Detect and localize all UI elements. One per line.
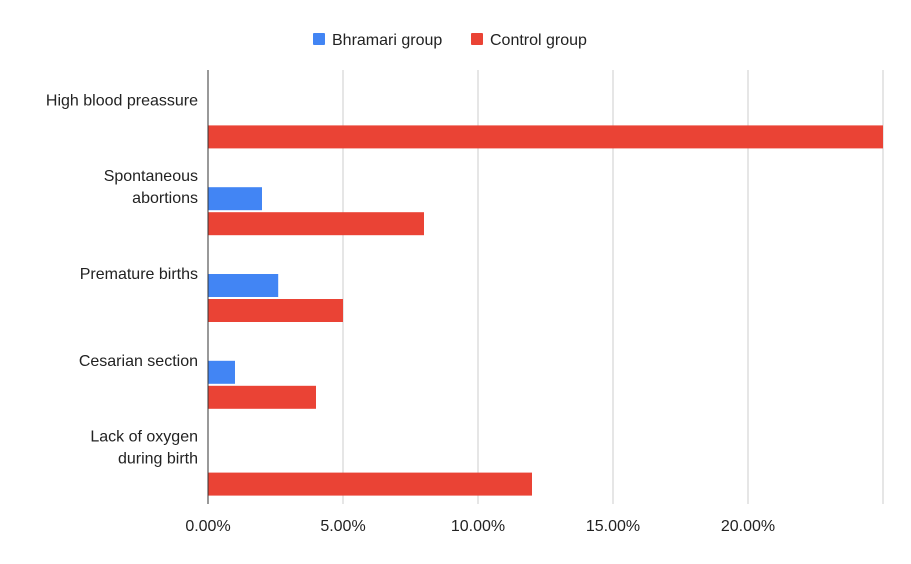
bar-control-3 [208,385,316,409]
category-label-0: High blood preassure [46,92,198,109]
tick-labels: 0.00% 5.00% 10.00% 15.00% 20.00% [185,518,775,535]
bar-bhramari-1 [208,187,262,211]
category-labels: High blood preassure Spontaneous abortions… [46,92,198,467]
category-label-3: Cesarian section [79,353,198,370]
category-label-2: Premature births [80,266,198,283]
x-tick-label-4: 20.00% [721,518,775,535]
category-label-4-line1: during birth [118,451,198,468]
x-tick-label-0: 0.00% [185,518,230,535]
category-label-1-line1: abortions [132,190,198,207]
bar-control-4 [208,472,532,496]
category-label-1-line0: Spontaneous [104,168,198,185]
x-tick-label-2: 10.00% [451,518,505,535]
bar-control-1 [208,212,424,236]
category-label-4-line0: Lack of oxygen [90,429,198,446]
bar-bhramari-3 [208,360,235,384]
x-tick-label-3: 15.00% [586,518,640,535]
bar-control-2 [208,299,343,322]
bar-bhramari-2 [208,274,279,297]
legend-swatch-control [471,33,483,45]
legend-label-bhramari: Bhramari group [332,32,442,49]
legend: Bhramari group Control group [313,32,587,49]
legend-swatch-bhramari [313,33,325,45]
legend-label-control: Control group [490,32,587,49]
x-tick-label-1: 5.00% [320,518,365,535]
bars [208,125,883,496]
bar-control-0 [208,125,883,149]
